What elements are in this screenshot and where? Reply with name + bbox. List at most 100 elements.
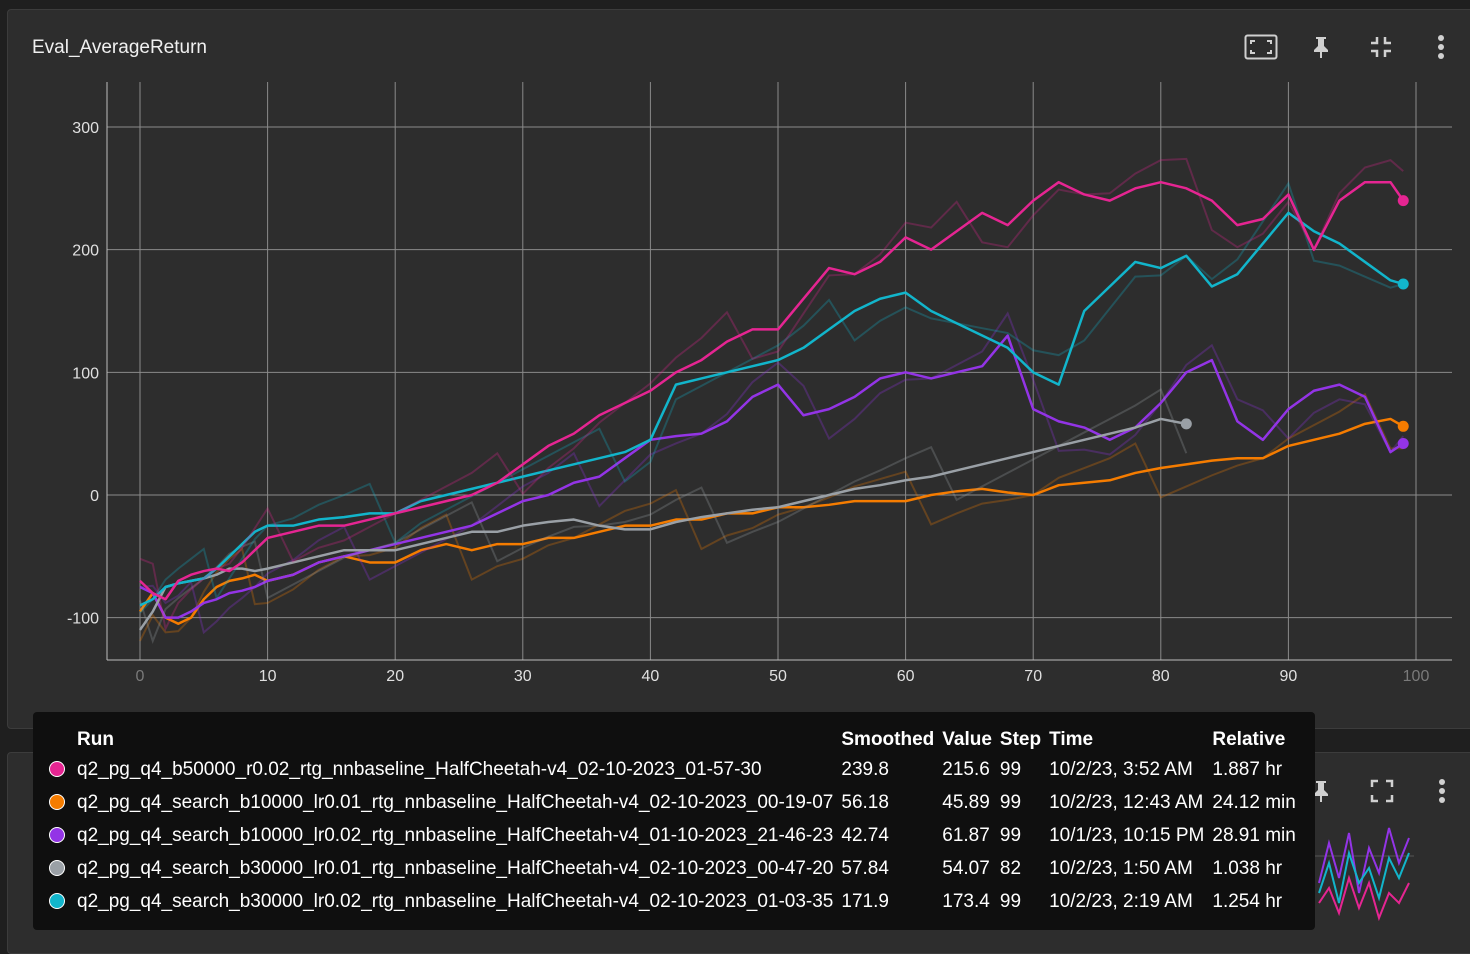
series-end-point	[1397, 195, 1409, 207]
run-color-dot	[49, 827, 65, 844]
card-toolbar	[1231, 27, 1470, 67]
x-tick-label: 40	[642, 668, 660, 685]
series-line	[139, 180, 1405, 601]
expand-button[interactable]	[1352, 771, 1412, 811]
tooltip-table: Run Smoothed Value Step Time Relative q2…	[45, 727, 1300, 918]
y-tick-label: 0	[90, 488, 99, 505]
cell-run: q2_pg_q4_b50000_r0.02_rtg_nnbaseline_Hal…	[77, 758, 762, 780]
x-tick-label: 20	[386, 668, 404, 685]
x-tick-label: 100	[1403, 668, 1430, 685]
run-color-swatch	[45, 852, 73, 885]
run-color-dot	[49, 893, 65, 910]
tooltip-header-row: Run Smoothed Value Step Time Relative	[45, 727, 1300, 753]
cell-step: 99	[999, 824, 1022, 846]
fit-to-data-button[interactable]	[1231, 27, 1291, 67]
more-options-button[interactable]	[1412, 771, 1470, 811]
cell-relative: 28.91 min	[1212, 824, 1296, 846]
tooltip-row: q2_pg_q4_search_b10000_lr0.01_rtg_nnbase…	[45, 786, 1300, 819]
more-vert-icon	[1439, 779, 1445, 803]
pin-button[interactable]	[1291, 771, 1351, 811]
x-tick-label: 30	[514, 668, 532, 685]
series-end-point	[1180, 418, 1192, 430]
header-time: Time	[1049, 729, 1094, 750]
run-color-dot	[49, 761, 65, 778]
tooltip-row: q2_pg_q4_search_b10000_lr0.02_rtg_nnbase…	[45, 819, 1300, 852]
cell-step: 99	[999, 791, 1022, 813]
run-color-swatch	[45, 819, 73, 852]
tooltip-row: q2_pg_q4_b50000_r0.02_rtg_nnbaseline_Hal…	[45, 753, 1300, 786]
header-step: Step	[999, 729, 1042, 750]
cell-step: 82	[999, 857, 1022, 879]
run-color-dot	[49, 794, 65, 811]
cell-time: 10/2/23, 3:52 AM	[1049, 758, 1193, 780]
cell-smoothed: 56.18	[841, 791, 889, 813]
y-tick-label: 300	[72, 120, 99, 137]
header-run: Run	[77, 729, 114, 750]
cell-time: 10/2/23, 1:50 AM	[1049, 857, 1193, 879]
series-end-point	[1397, 437, 1409, 449]
cell-run: q2_pg_q4_search_b30000_lr0.02_rtg_nnbase…	[77, 890, 834, 912]
header-value: Value	[942, 729, 992, 750]
pin-icon	[1314, 781, 1328, 802]
cell-smoothed: 57.84	[841, 857, 889, 879]
hover-tooltip: Run Smoothed Value Step Time Relative q2…	[33, 712, 1315, 930]
line-chart[interactable]: 0 10 20 30 40 50 60 70 80 90 100 -100 0 100 200 300	[0, 0, 1470, 700]
cell-step: 99	[999, 758, 1022, 780]
series-line	[139, 211, 1404, 607]
x-tick-label: 70	[1024, 668, 1042, 685]
y-tick-label: -100	[67, 611, 99, 628]
mini-chart	[1314, 827, 1414, 922]
cell-value: 215.6	[942, 758, 990, 780]
series-raw-line	[139, 392, 1404, 642]
y-tick-label: 100	[72, 365, 99, 382]
pin-button[interactable]	[1291, 27, 1351, 67]
cell-time: 10/1/23, 10:15 PM	[1049, 824, 1205, 846]
more-vert-icon	[1438, 35, 1444, 59]
card-title: Eval_AverageReturn	[32, 37, 207, 58]
cell-relative: 24.12 min	[1212, 791, 1296, 813]
x-tick-label: 90	[1280, 668, 1298, 685]
cell-value: 173.4	[942, 890, 990, 912]
header-smoothed: Smoothed	[841, 729, 935, 750]
collapse-icon	[1371, 37, 1391, 57]
cell-time: 10/2/23, 2:19 AM	[1049, 890, 1193, 912]
cell-smoothed: 239.8	[841, 758, 889, 780]
cell-relative: 1.887 hr	[1212, 758, 1283, 780]
tooltip-row: q2_pg_q4_search_b30000_lr0.02_rtg_nnbase…	[45, 885, 1300, 918]
series-raw-line	[139, 181, 1404, 614]
collapse-button[interactable]	[1351, 27, 1411, 67]
x-tick-label: 80	[1152, 668, 1170, 685]
cell-value: 54.07	[942, 857, 990, 879]
series-line	[138, 417, 1404, 626]
cell-relative: 1.254 hr	[1212, 890, 1283, 912]
cell-value: 45.89	[942, 791, 990, 813]
run-color-swatch	[45, 885, 73, 918]
run-color-swatch	[45, 786, 73, 819]
cell-run: q2_pg_q4_search_b10000_lr0.02_rtg_nnbase…	[77, 824, 834, 846]
fit-to-data-icon	[1244, 34, 1278, 60]
tooltip-row: q2_pg_q4_search_b30000_lr0.01_rtg_nnbase…	[45, 852, 1300, 885]
series-end-point	[1397, 420, 1409, 432]
run-color-dot	[49, 860, 65, 877]
x-tick-label: 60	[897, 668, 915, 685]
y-tick-label: 200	[72, 243, 99, 260]
cell-step: 99	[999, 890, 1022, 912]
expand-icon	[1370, 779, 1394, 803]
series-raw-line	[139, 157, 1404, 632]
header-relative: Relative	[1212, 729, 1286, 750]
cell-run: q2_pg_q4_search_b30000_lr0.01_rtg_nnbase…	[77, 857, 834, 879]
cell-relative: 1.038 hr	[1212, 857, 1283, 879]
series-line	[139, 334, 1404, 619]
x-tick-label: 10	[259, 668, 277, 685]
cell-value: 61.87	[942, 824, 990, 846]
cell-time: 10/2/23, 12:43 AM	[1049, 791, 1204, 813]
series-line	[138, 417, 1187, 631]
series-end-point	[1397, 278, 1409, 290]
x-tick-label: 50	[769, 668, 787, 685]
x-tick-label: 0	[136, 668, 145, 685]
cell-smoothed: 42.74	[841, 824, 889, 846]
cell-smoothed: 171.9	[841, 890, 889, 912]
pin-icon	[1314, 37, 1328, 58]
more-options-button[interactable]	[1411, 27, 1470, 67]
cell-run: q2_pg_q4_search_b10000_lr0.01_rtg_nnbase…	[77, 791, 834, 813]
